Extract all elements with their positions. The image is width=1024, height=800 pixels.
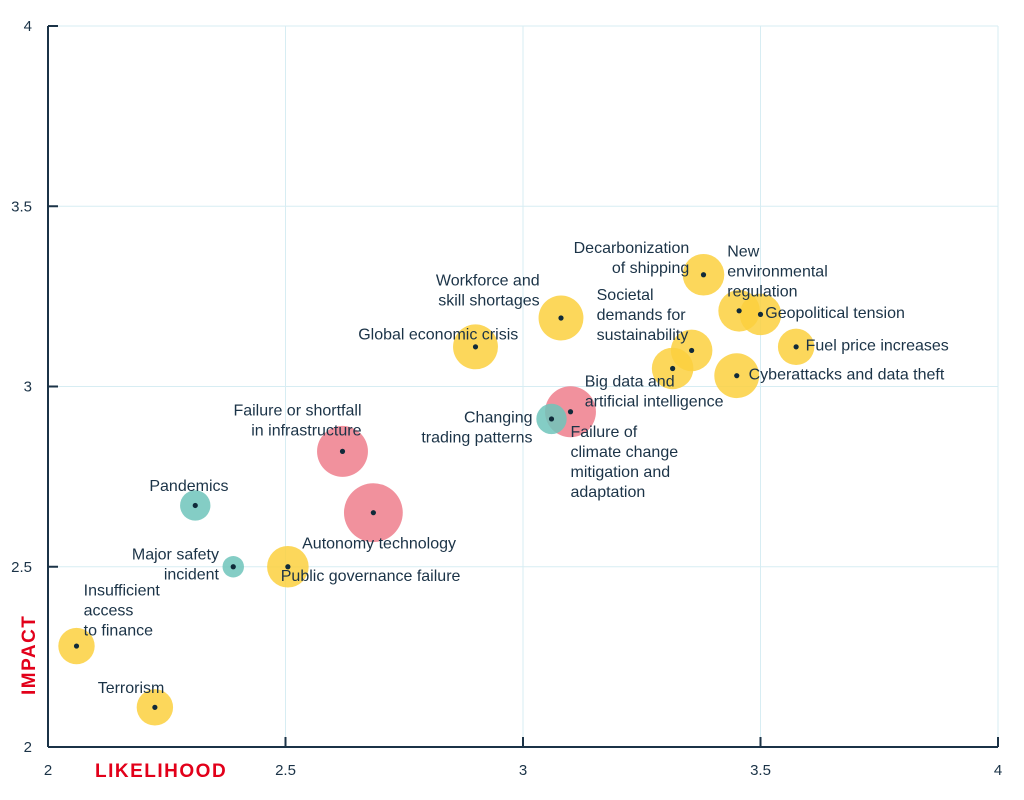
bubble-label: Decarbonization of shipping xyxy=(574,240,690,277)
y-axis-title: IMPACT xyxy=(19,615,40,695)
bubble-label: Big data and artificial intelligence xyxy=(585,374,724,411)
bubble-label: Workforce and skill shortages xyxy=(436,273,540,310)
bubble-label-line: of shipping xyxy=(612,260,689,277)
x-tick-label: 3.5 xyxy=(750,762,771,779)
bubble-center-dot xyxy=(339,448,346,454)
label-layer: Decarbonization of shipping New environment… xyxy=(84,240,949,697)
bubble-label-line: climate change xyxy=(571,444,679,461)
bubble-label-line: environmental xyxy=(727,264,828,281)
bubble-label-line: Major safety xyxy=(132,547,219,564)
bubble-center-dot xyxy=(472,344,479,350)
bubble-label-line: Fuel price increases xyxy=(806,337,949,354)
bubble-label-line: incident xyxy=(164,567,220,584)
bubble-label-line: Big data and xyxy=(585,374,675,391)
bubble-label: Geopolitical tension xyxy=(765,305,905,322)
bubble-label-line: Global economic crisis xyxy=(358,327,518,344)
bubble-label: Societal demands for sustainability xyxy=(597,287,689,344)
bubble-center-dot xyxy=(152,704,158,710)
bubble-label-line: Decarbonization xyxy=(574,240,690,257)
bubble-label: Major safety incident xyxy=(132,547,220,584)
bubble-label-line: Public governance failure xyxy=(281,568,461,585)
bubble-label-line: to finance xyxy=(84,623,153,640)
bubble-label-line: Terrorism xyxy=(98,680,165,697)
bubble-label-line: demands for xyxy=(597,307,687,324)
bubble-label-line: artificial intelligence xyxy=(585,394,724,411)
y-tick-label: 3 xyxy=(24,379,32,396)
y-tick-label: 3.5 xyxy=(11,198,32,215)
bubble-label-line: regulation xyxy=(727,284,797,301)
bubble-label-line: in infrastructure xyxy=(251,422,361,439)
x-tick-label: 4 xyxy=(994,762,1002,779)
tick-labels: 2 2.5 3 3.5 4 2 2.5 3 3.5 4 xyxy=(11,18,1002,779)
x-axis-title: LIKELIHOOD xyxy=(95,761,227,782)
chart-axes xyxy=(47,25,999,748)
bubble-label-line: Failure or shortfall xyxy=(233,402,361,419)
bubble-label-line: Pandemics xyxy=(149,478,228,495)
bubble-label-line: adaptation xyxy=(571,484,646,501)
bubble-label-line: skill shortages xyxy=(438,293,539,310)
chart-grid xyxy=(48,25,999,747)
bubble-label-line: access xyxy=(84,603,134,620)
bubble-center-dot xyxy=(370,510,376,516)
bubble-label: Fuel price increases xyxy=(806,337,949,354)
bubble-label-line: Changing xyxy=(464,410,533,427)
bubble-center-dot xyxy=(548,416,555,422)
bubble-center-dot xyxy=(192,502,198,509)
bubble-label: Failure of climate change mitigation and ad… xyxy=(571,424,679,501)
bubble-center-dot xyxy=(793,344,799,350)
bubble-center-dot xyxy=(734,373,740,379)
bubble-label-line: Cyberattacks and data theft xyxy=(749,366,945,383)
y-tick-label: 2 xyxy=(24,739,32,756)
bubble-label-line: Insufficient xyxy=(84,583,161,600)
bubble-label-line: Autonomy technology xyxy=(302,536,456,553)
bubble-label: Insufficient access to finance xyxy=(84,583,161,640)
bubble-label-line: Workforce and xyxy=(436,273,540,290)
bubble-label-line: Societal xyxy=(597,287,654,304)
bubble-label-line: Geopolitical tension xyxy=(765,305,905,322)
bubble-center-dot xyxy=(73,643,80,649)
bubble-label-line: Failure of xyxy=(571,424,638,441)
bubble-layer xyxy=(58,253,815,726)
y-tick-label: 4 xyxy=(24,18,32,35)
bubble-label: Cyberattacks and data theft xyxy=(749,366,945,383)
bubble-center-dot xyxy=(285,564,291,570)
bubble-label-line: New xyxy=(727,244,759,261)
bubble-center-dot xyxy=(230,564,236,570)
bubble-center-dot xyxy=(670,365,676,372)
bubble-center-dot xyxy=(567,409,574,415)
bubble-label: Changing trading patterns xyxy=(421,410,532,447)
bubble-center-dot xyxy=(736,308,742,314)
bubble-center-dot xyxy=(757,311,764,317)
y-tick-label: 2.5 xyxy=(11,559,32,576)
bubble-center-dot xyxy=(558,315,564,321)
bubble-label: Pandemics xyxy=(149,478,228,495)
bubble-label: Autonomy technology xyxy=(302,536,456,553)
bubble-label-line: sustainability xyxy=(597,327,689,344)
bubble-center-dot xyxy=(700,272,707,278)
bubble-label: Terrorism xyxy=(98,680,165,697)
bubble-label: Public governance failure xyxy=(281,568,461,585)
bubble-label: Global economic crisis xyxy=(358,327,518,344)
bubble-label-line: trading patterns xyxy=(421,430,532,447)
x-tick-label: 2.5 xyxy=(275,762,296,779)
dot-layer xyxy=(73,272,799,710)
bubble-center-dot xyxy=(689,347,695,354)
bubble-label: Failure or shortfall in infrastructure xyxy=(233,402,361,439)
x-tick-label: 2 xyxy=(44,762,52,779)
bubble-label-line: mitigation and xyxy=(571,464,671,481)
bubble-label: New environmental regulation xyxy=(727,244,828,301)
x-tick-label: 3 xyxy=(519,762,527,779)
